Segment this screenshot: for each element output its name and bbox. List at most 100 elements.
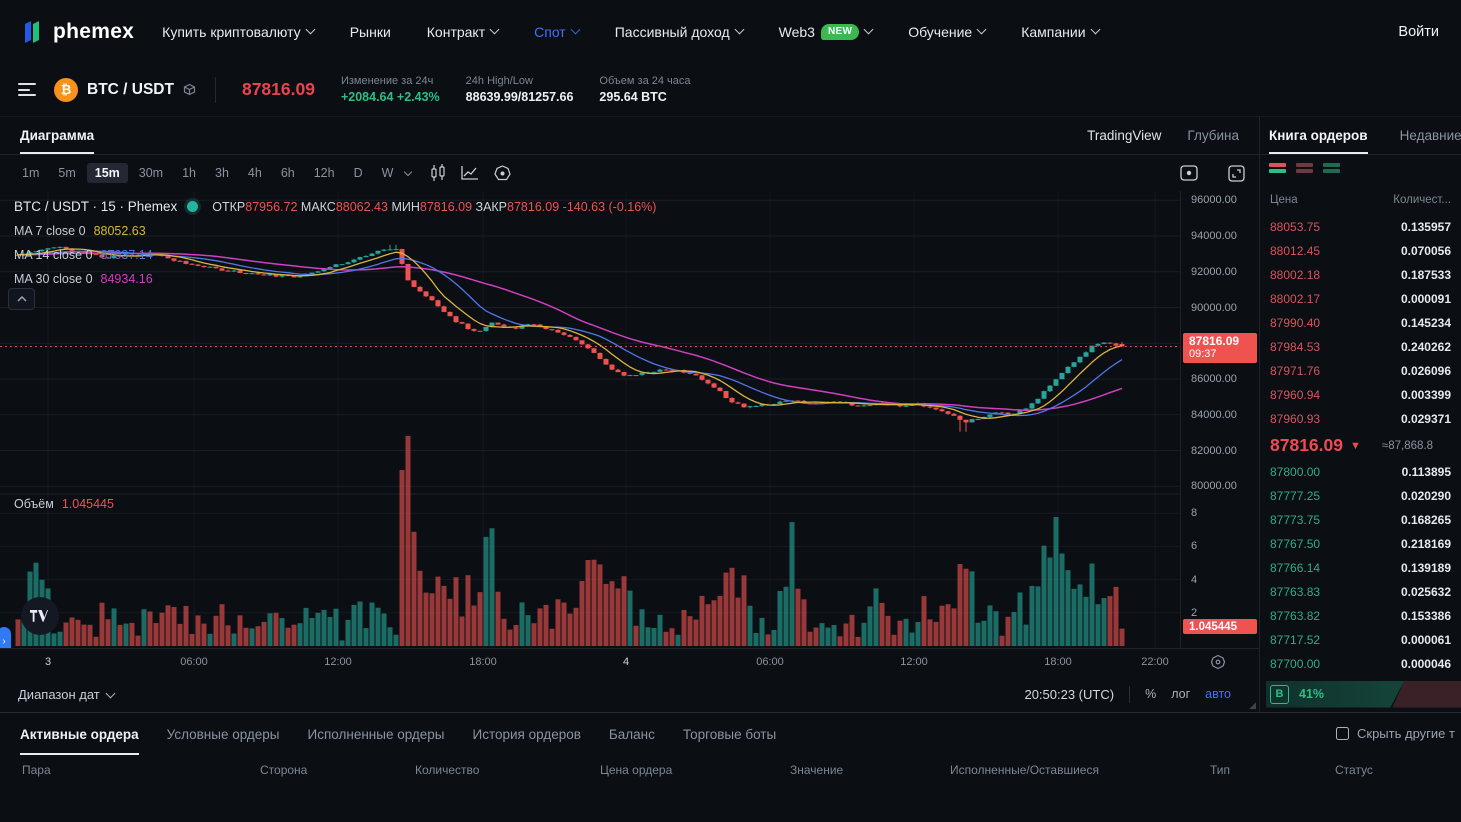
ask-row[interactable]: 87990.40 0.145234 (1260, 311, 1461, 335)
chevron-down-icon (734, 24, 745, 35)
drawing-toolbar-expand-handle[interactable]: › (0, 627, 11, 648)
price-axis-label: 90000.00 (1191, 301, 1237, 314)
nav-item-buy-crypto[interactable]: Купить криптовалюту (162, 24, 316, 40)
candle-style-icon[interactable] (430, 164, 446, 182)
bid-row[interactable]: 87717.52 0.000061 (1260, 628, 1461, 652)
timeframe-1m[interactable]: 1m (22, 166, 40, 180)
tab-conditional-orders[interactable]: Условные ордеры (166, 726, 280, 742)
nav-item-contract[interactable]: Контракт (427, 24, 500, 40)
ask-price: 87960.94 (1270, 388, 1321, 402)
tab-order-history[interactable]: История ордеров (472, 726, 581, 742)
time-axis-label: 12:00 (900, 656, 928, 668)
timeframe-30m[interactable]: 30m (138, 166, 164, 180)
axis-settings-icon[interactable] (1210, 654, 1226, 673)
nav-item-earn[interactable]: Пассивный доход (614, 23, 745, 40)
ask-row[interactable]: 88053.75 0.135957 (1260, 215, 1461, 239)
pairs-menu-icon[interactable] (18, 83, 36, 96)
bid-price: 87766.14 (1270, 561, 1321, 575)
timeframe-1h[interactable]: 1h (182, 166, 197, 180)
orders-column-: Количество (415, 763, 480, 777)
bid-row[interactable]: 87777.25 0.020290 (1260, 484, 1461, 508)
timeframe-4h[interactable]: 4h (247, 166, 262, 180)
tab-depth[interactable]: Глубина (1187, 128, 1239, 143)
log-scale-button[interactable]: лог (1171, 687, 1191, 701)
bid-row[interactable]: 87763.82 0.153386 (1260, 604, 1461, 628)
timeframe-6h[interactable]: 6h (280, 166, 295, 180)
ask-row[interactable]: 88002.17 0.000091 (1260, 287, 1461, 311)
tab-order-book[interactable]: Книга ордеров (1269, 117, 1368, 154)
token-info-icon[interactable] (182, 82, 197, 97)
phemex-logo[interactable]: phemex (22, 20, 134, 44)
btc-coin-icon: ₿ (54, 77, 78, 102)
bid-row[interactable]: 87767.50 0.218169 (1260, 532, 1461, 556)
tab-active-orders[interactable]: Активные ордера (20, 713, 139, 755)
time-axis-label: 18:00 (1044, 656, 1072, 668)
timeframe-5m[interactable]: 5m (58, 166, 76, 180)
current-price-tag-time: 09:37 (1189, 348, 1217, 361)
timeframe-15m[interactable]: 15m (86, 163, 128, 183)
ask-row[interactable]: 87984.53 0.240262 (1260, 335, 1461, 359)
timezone-clock[interactable]: 20:50:23 (UTC) (1024, 686, 1115, 702)
timeframe-3h[interactable]: 3h (215, 166, 229, 180)
price-axis-label: 94000.00 (1191, 230, 1237, 242)
tab-balance[interactable]: Баланс (608, 726, 655, 742)
timeframe-bar: 1m 5m 15m 30m 1h 3h 4h 6h 12h D W (0, 155, 1259, 191)
login-button[interactable]: Войти (1398, 23, 1439, 40)
chart-legend: BTC / USDT · 15 · Phemex ОТКР87956.72 МА… (14, 199, 657, 286)
tab-trading-bots[interactable]: Торговые боты (682, 726, 777, 742)
tab-filled-orders[interactable]: Исполненные ордеры (307, 726, 445, 742)
ask-amount: 0.070056 (1400, 244, 1451, 258)
date-range-button[interactable]: Диапазон дат (18, 687, 116, 702)
nav-item-markets[interactable]: Рынки (350, 24, 391, 40)
bid-row[interactable]: 87700.00 0.000046 (1260, 652, 1461, 676)
chart-tabs-right: TradingView Глубина (1087, 128, 1239, 143)
nav-item-label: Пассивный доход (614, 23, 730, 40)
volume-24h-label: Объем за 24 часа (599, 75, 691, 87)
indicators-icon[interactable] (494, 164, 512, 182)
tab-chart[interactable]: Диаграмма (20, 117, 95, 154)
nav-item-learn[interactable]: Обучение (908, 24, 987, 40)
ask-row[interactable]: 87960.93 0.029371 (1260, 407, 1461, 431)
timeframe-W[interactable]: W (381, 166, 394, 180)
layout-asks-icon[interactable] (1296, 162, 1313, 178)
hide-other-pairs-toggle[interactable]: Скрыть другие т (1336, 726, 1455, 741)
bid-row[interactable]: 87766.14 0.139189 (1260, 556, 1461, 580)
tradingview-logo[interactable] (21, 597, 59, 635)
chart-panel: Диаграмма TradingView Глубина 1m 5m 15m 30m 1h… (0, 117, 1260, 712)
nav-item-campaigns[interactable]: Кампании (1021, 24, 1100, 40)
chart-view-tabs: Диаграмма TradingView Глубина (0, 117, 1259, 155)
nav-item-spot[interactable]: Спот (534, 24, 581, 40)
layout-both-icon[interactable] (1269, 162, 1286, 178)
candlestick-chart[interactable] (0, 191, 1180, 648)
price-axis-label: 92000.00 (1191, 265, 1237, 278)
auto-scale-button[interactable]: авто (1205, 687, 1231, 701)
tab-recent-trades[interactable]: Недавние (1399, 128, 1461, 143)
ask-amount: 0.145234 (1400, 316, 1451, 330)
percent-scale-button[interactable]: % (1145, 687, 1157, 701)
price-chart[interactable]: 96000.00 94000.00 92000.00 90000.00 86000.00… (0, 191, 1259, 648)
resize-grip-icon[interactable]: ◢ (1249, 700, 1256, 710)
screenshot-icon[interactable] (1180, 165, 1198, 181)
nav-item-web3[interactable]: Web3 NEW (779, 23, 874, 40)
timeframe-12h[interactable]: 12h (313, 166, 335, 180)
fullscreen-icon[interactable] (1228, 164, 1245, 182)
bid-row[interactable]: 87773.75 0.168265 (1260, 508, 1461, 532)
ask-row[interactable]: 87971.76 0.026096 (1260, 359, 1461, 383)
bid-row[interactable]: 87800.00 0.113895 (1260, 460, 1461, 484)
ask-row[interactable]: 88002.18 0.187533 (1260, 263, 1461, 287)
mid-price-row[interactable]: 87816.09 ▼ ≈87,868.8 (1260, 431, 1461, 460)
legend-collapse-button[interactable] (8, 288, 35, 310)
tab-tradingview[interactable]: TradingView (1087, 128, 1162, 143)
price-axis[interactable]: 96000.00 94000.00 92000.00 90000.00 86000.00… (1180, 191, 1259, 648)
line-chart-icon[interactable] (461, 165, 479, 181)
time-axis[interactable]: 3 06:00 12:00 18:00 4 06:00 12:00 18:00 22:00 (0, 648, 1259, 676)
layout-bids-icon[interactable] (1323, 162, 1340, 178)
bid-row[interactable]: 87763.83 0.025632 (1260, 580, 1461, 604)
timeframe-more-chevron-icon[interactable] (404, 167, 413, 176)
legend-ohlc: ОТКР87956.72 МАКС88062.43 МИН87816.09 ЗА… (212, 199, 657, 214)
ask-amount: 0.135957 (1400, 220, 1451, 234)
checkbox-icon[interactable] (1336, 727, 1349, 740)
ask-row[interactable]: 87960.94 0.003399 (1260, 383, 1461, 407)
timeframe-D[interactable]: D (353, 166, 363, 180)
ask-row[interactable]: 88012.45 0.070056 (1260, 239, 1461, 263)
